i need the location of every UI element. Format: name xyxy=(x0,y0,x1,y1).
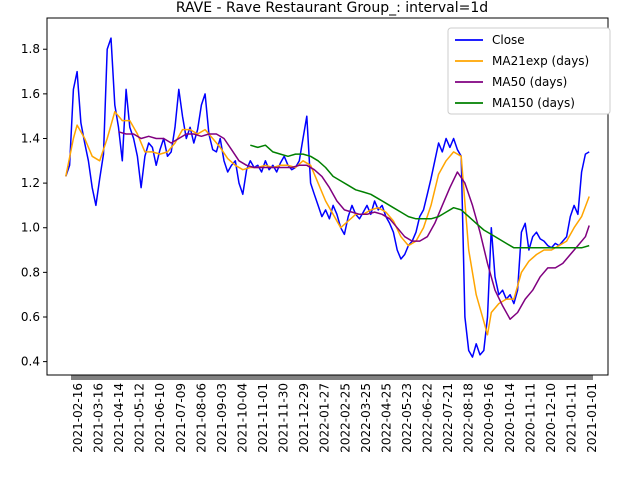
series-line-0 xyxy=(65,37,590,358)
legend-label-3: MA150 (days) xyxy=(492,96,575,110)
x-tick-label: 2021-12-29 xyxy=(297,383,311,453)
legend-label-2: MA50 (days) xyxy=(492,75,567,89)
legend-frame xyxy=(447,27,611,115)
x-tick-label: 2021-01-11 xyxy=(564,383,578,453)
series-line-2 xyxy=(118,131,590,320)
x-tick-label: 2020-10-14 xyxy=(503,383,517,453)
y-tick-label: 1.8 xyxy=(21,42,40,56)
y-tick-label: 1.4 xyxy=(21,131,40,145)
x-tick-label: 2021-06-10 xyxy=(153,383,167,453)
x-tick-label: 2021-09-03 xyxy=(215,383,229,453)
x-tick-label: 2021-10-04 xyxy=(236,383,250,453)
x-tick-label: 2021-03-16 xyxy=(92,383,106,453)
x-tick-label: 2021-11-30 xyxy=(277,383,291,453)
y-tick-label: 1.0 xyxy=(21,221,40,235)
x-tick-label: 2020-12-10 xyxy=(544,383,558,453)
x-tick-label: 2021-01-01 xyxy=(585,383,599,453)
x-axis: 2021-02-16 2021-03-16 2021-04-14 2021-05-12… xyxy=(71,375,599,453)
x-tick-label: 2021-08-06 xyxy=(194,383,208,453)
series-line-3 xyxy=(250,144,590,249)
x-tick-label: 2022-01-27 xyxy=(318,383,332,453)
x-tick-label: 2020-09-16 xyxy=(482,383,496,453)
x-tick-label: 2022-06-22 xyxy=(421,383,435,453)
y-tick-label: 0.4 xyxy=(21,355,40,369)
x-tick-label: 2022-08-18 xyxy=(462,383,476,453)
x-tick-label: 2022-03-25 xyxy=(359,383,373,453)
series-line-1 xyxy=(65,110,590,336)
y-tick-label: 0.6 xyxy=(21,310,40,324)
x-tick-label: 2021-04-14 xyxy=(112,383,126,453)
x-tick-label: 2022-05-23 xyxy=(400,383,414,453)
x-tick-label: 2022-04-25 xyxy=(379,383,393,453)
x-tick-label: 2021-02-16 xyxy=(71,383,85,453)
chart-title: RAVE - Rave Restaurant Group_: interval=… xyxy=(176,0,488,16)
y-tick-label: 1.2 xyxy=(21,176,40,190)
x-tick-label: 2022-02-25 xyxy=(338,383,352,453)
y-tick-label: 1.6 xyxy=(21,87,40,101)
x-tick-label: 2022-07-21 xyxy=(441,383,455,453)
x-tick-label: 2021-05-12 xyxy=(133,383,147,453)
y-tick-label: 0.8 xyxy=(21,265,40,279)
x-tick-label: 2020-11-11 xyxy=(523,383,537,453)
x-tick-label: 2021-07-09 xyxy=(174,383,188,453)
x-tick-label: 2021-11-01 xyxy=(256,383,270,453)
y-axis: 0.4 0.6 0.8 1.0 1.2 1.4 1.6 1.8 xyxy=(21,42,47,369)
legend-label-0: Close xyxy=(492,33,525,47)
legend: Close MA21exp (days) MA50 (days) MA150 (day… xyxy=(447,27,611,115)
legend-label-1: MA21exp (days) xyxy=(492,54,589,68)
